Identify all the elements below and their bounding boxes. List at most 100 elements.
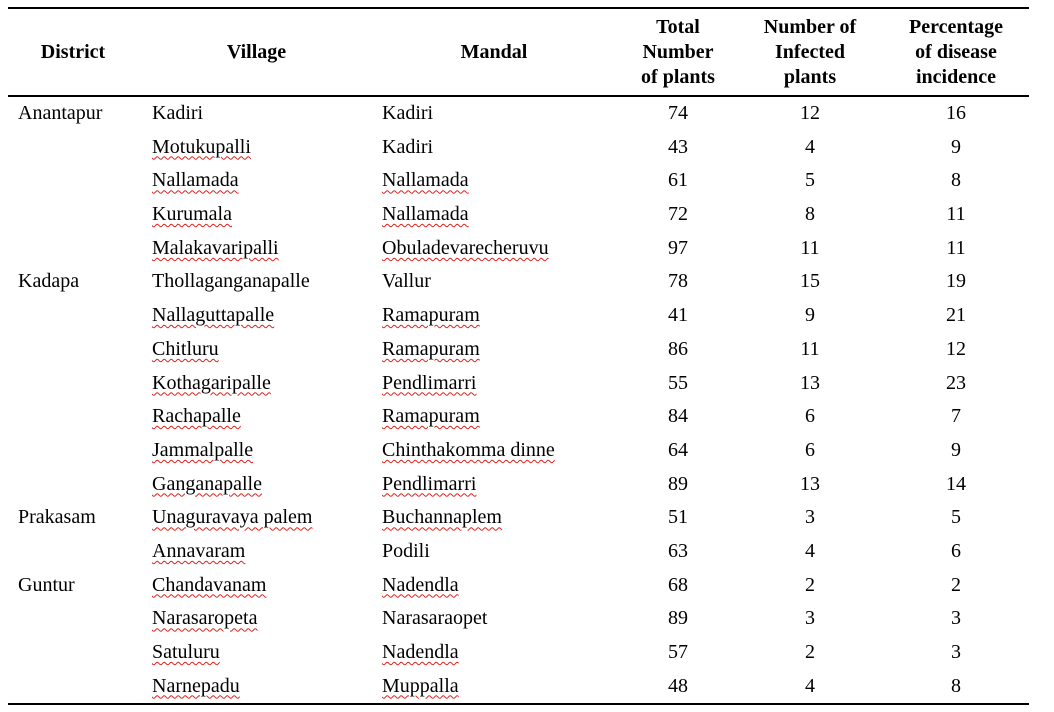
cell-district: Kadapa (18, 265, 79, 299)
cell-village: Thollaganganapalle (152, 265, 310, 299)
cell-infected-plants: 4 (760, 131, 860, 165)
cell-infected-plants-text: 11 (800, 236, 820, 259)
cell-percent-incidence-text: 7 (951, 405, 961, 428)
header-percent-line-2: of disease (915, 40, 997, 63)
cell-infected-plants-text: 8 (805, 203, 815, 226)
cell-total-plants-text: 51 (668, 506, 688, 529)
table-body: Anantapur Kadiri Kadiri 7 4 1 2 1 6 Motukupalli Ka… (8, 97, 1029, 703)
cell-mandal-text: Nadendla (382, 641, 459, 663)
cell-percent-incidence-text: 9 (951, 438, 961, 461)
cell-percent-incidence: 3 (906, 636, 1006, 670)
header-district-label: District (40, 40, 106, 63)
cell-infected-plants: 4 (760, 535, 860, 569)
cell-percent-incidence: 3 (906, 602, 1006, 636)
cell-infected-plants: 8 (760, 198, 860, 232)
cell-infected-plants-text: 15 (800, 270, 820, 293)
header-mandal-label: Mandal (460, 40, 528, 63)
cell-mandal-text: Vallur (382, 270, 431, 293)
cell-percent-incidence-text: 3 (951, 641, 961, 663)
cell-percent-incidence: 9 (906, 434, 1006, 468)
cell-percent-incidence-text: 19 (946, 270, 966, 293)
table-row: Satuluru Nadendla 57 2 3 (8, 636, 1029, 670)
cell-mandal-text: Nallamada (382, 169, 469, 192)
cell-village: Chandavanam (152, 569, 266, 603)
cell-total-plants: 64 (628, 434, 728, 468)
cell-village: Ganganapalle (152, 468, 262, 502)
header-percent-incidence: Percentage of disease incidence (883, 9, 1029, 95)
cell-total-plants-text: 86 (668, 337, 688, 360)
cell-village-text: Narasaropeta (152, 607, 258, 630)
cell-mandal: Obuladevarecheruvu (382, 232, 549, 266)
cell-infected-plants-text: 4 (805, 674, 815, 697)
table-row: Nallaguttapalle Ramapuram 41 9 21 (8, 299, 1029, 333)
cell-total-plants-text: 68 (668, 573, 688, 596)
cell-infected-plants-text: 3 (805, 506, 815, 529)
cell-infected-plants-text: 4 (805, 135, 815, 158)
cell-total-plants-text: 74 (668, 102, 688, 124)
cell-mandal: Pendlimarri (382, 468, 476, 502)
cell-infected-plants: 11 (760, 333, 860, 367)
cell-total-plants-text: 48 (668, 674, 688, 697)
table-row: Guntur Chandavanam Nadendla 68 2 2 (8, 569, 1029, 603)
cell-village-text: Motukupalli (152, 135, 251, 158)
cell-village-text: Jammalpalle (152, 438, 254, 461)
header-total-line-1: Total (656, 15, 700, 38)
cell-percent-incidence-text: 14 (946, 472, 966, 495)
cell-district: Anantapur (18, 97, 102, 131)
cell-percent-incidence: 21 (906, 299, 1006, 333)
cell-total-plants: 41 (628, 299, 728, 333)
cell-total-plants: 78 (628, 265, 728, 299)
cell-percent-incidence: 7 (906, 400, 1006, 434)
cell-mandal-text: Nadendla (382, 573, 459, 596)
cell-percent-incidence: 2 (906, 569, 1006, 603)
cell-village-text: Rachapalle (152, 405, 241, 428)
header-infected-plants: Number of Infected plants (744, 9, 876, 95)
cell-village: Chitluru (152, 333, 219, 367)
table-row: Nallamada Nallamada 61 5 8 (8, 164, 1029, 198)
cell-village: Kothagaripalle (152, 367, 271, 401)
cell-infected-plants: 13 (760, 468, 860, 502)
cell-village: Narasaropeta (152, 602, 258, 636)
header-mandal: Mandal (374, 9, 614, 95)
cell-village-text: Narnepadu (152, 674, 240, 697)
cell-infected-plants: 3 (760, 602, 860, 636)
cell-infected-plants-text: 5 (805, 169, 815, 192)
cell-percent-incidence: 23 (906, 367, 1006, 401)
cell-infected-plants-text: 12 (800, 102, 820, 124)
cell-village-text: Kothagaripalle (152, 371, 271, 394)
cell-village: Malakavaripalli (152, 232, 279, 266)
cell-village-text: Chandavanam (152, 573, 267, 596)
cell-mandal-text: Pendlimarri (382, 472, 477, 495)
cell-mandal: Kadiri (382, 97, 433, 131)
cell-percent-incidence-text: 5 (951, 506, 961, 529)
cell-total-plants: 57 (628, 636, 728, 670)
cell-district: Guntur (18, 569, 75, 603)
cell-total-plants: 89 (628, 468, 728, 502)
cell-percent-incidence-text: 9 (951, 135, 961, 158)
header-district: District (8, 9, 138, 95)
cell-infected-plants-text: 3 (805, 607, 815, 630)
cell-infected-plants: 5 (760, 164, 860, 198)
table-row: Kurumala Nallamada 72 8 11 (8, 198, 1029, 232)
cell-percent-incidence: 14 (906, 468, 1006, 502)
cell-total-plants: 51 (628, 501, 728, 535)
cell-village-text: Unaguravaya palem (152, 506, 313, 529)
cell-mandal-text: Ramapuram (382, 304, 480, 327)
cell-mandal-text: Buchannaplem (382, 506, 502, 529)
cell-total-plants-text: 97 (668, 236, 688, 259)
header-infected-line-1: Number of (763, 15, 857, 38)
cell-village: Rachapalle (152, 400, 241, 434)
cell-mandal-text: Kadiri (382, 135, 434, 158)
cell-percent-incidence: 11 (906, 232, 1006, 266)
cell-total-plants-text: 78 (668, 270, 688, 293)
cell-mandal-text: Kadiri (382, 102, 434, 124)
cell-mandal: Nallamada (382, 164, 469, 198)
cell-percent-incidence: 6 (906, 535, 1006, 569)
cell-mandal: Kadiri (382, 131, 433, 165)
cell-district-text: Kadapa (18, 270, 80, 293)
cell-infected-plants: 6 (760, 434, 860, 468)
table-row: Narasaropeta Narasaraopet 89 3 3 (8, 602, 1029, 636)
table-row: Kadapa Thollaganganapalle Vallur 78 15 19 (8, 265, 1029, 299)
cell-percent-incidence: 12 (906, 333, 1006, 367)
cell-infected-plants-text: 2 (805, 641, 815, 663)
